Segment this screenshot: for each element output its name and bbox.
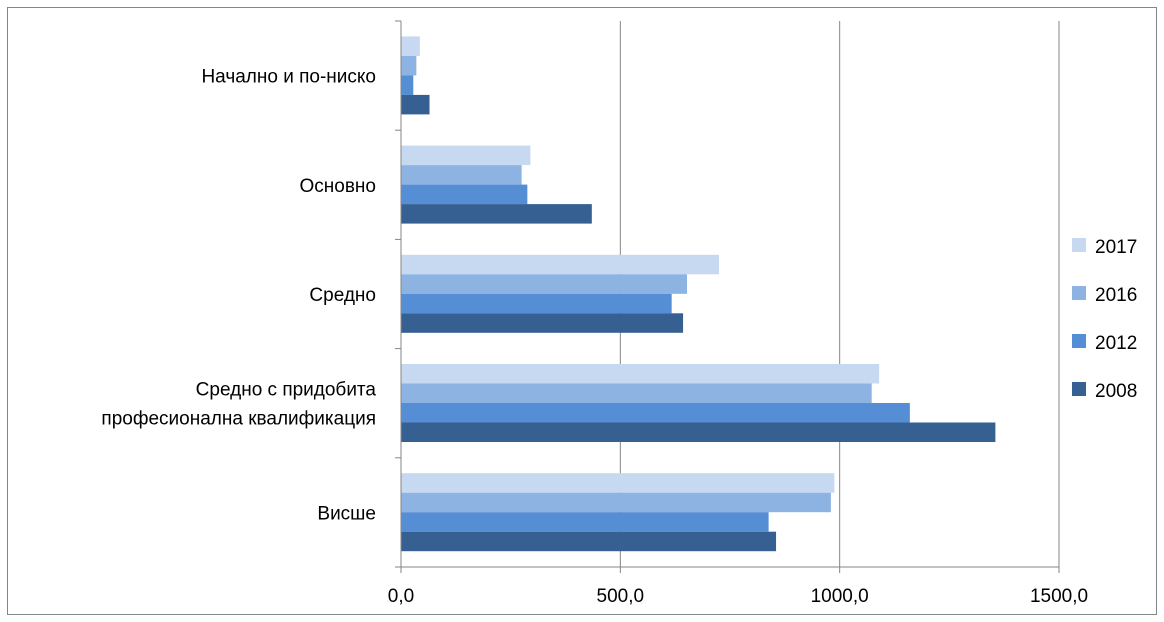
labels: 0,0 500,0 1000,0 1500,0 Начално и по-ниско Ос…	[101, 67, 1088, 607]
bar	[401, 165, 522, 185]
legend-label: 2012	[1095, 333, 1137, 354]
bars	[401, 36, 996, 552]
bar	[401, 512, 769, 532]
bar	[401, 492, 831, 513]
legend-swatch	[1072, 334, 1086, 348]
bar	[401, 473, 835, 493]
legend-swatch	[1072, 382, 1086, 396]
bar	[401, 531, 777, 552]
category-label: Средно с придобита	[196, 380, 377, 401]
bar	[401, 36, 420, 56]
legend-label: 2008	[1095, 381, 1137, 402]
category-label: Начално и по-ниско	[201, 67, 376, 88]
category-label: Висше	[317, 503, 376, 524]
x-tick-label: 1500,0	[1030, 586, 1088, 607]
axes	[395, 20, 1060, 573]
bar	[401, 293, 672, 314]
bar	[401, 145, 531, 166]
x-tick-label: 1000,0	[811, 586, 869, 607]
bar	[401, 274, 688, 294]
bar	[401, 55, 417, 76]
legend-label: 2016	[1095, 285, 1137, 306]
legend-label: 2017	[1095, 237, 1137, 258]
category-label: Средно	[309, 285, 376, 306]
category-label: Основно	[300, 176, 377, 197]
bar	[401, 204, 592, 224]
bar	[401, 184, 528, 205]
legend-swatch	[1072, 238, 1086, 252]
bar	[401, 364, 880, 384]
bar	[401, 75, 414, 95]
bar	[401, 403, 910, 423]
x-tick-label: 500,0	[597, 586, 645, 607]
bar	[401, 94, 430, 115]
bar	[401, 422, 996, 442]
category-label: професионална квалификация	[101, 409, 376, 430]
legend: 2017 2016 2012 2008	[1072, 237, 1137, 402]
legend-swatch	[1072, 286, 1086, 300]
bar	[401, 254, 720, 275]
bar	[401, 313, 684, 333]
x-tick-label: 0,0	[388, 586, 414, 607]
bar	[401, 383, 872, 403]
